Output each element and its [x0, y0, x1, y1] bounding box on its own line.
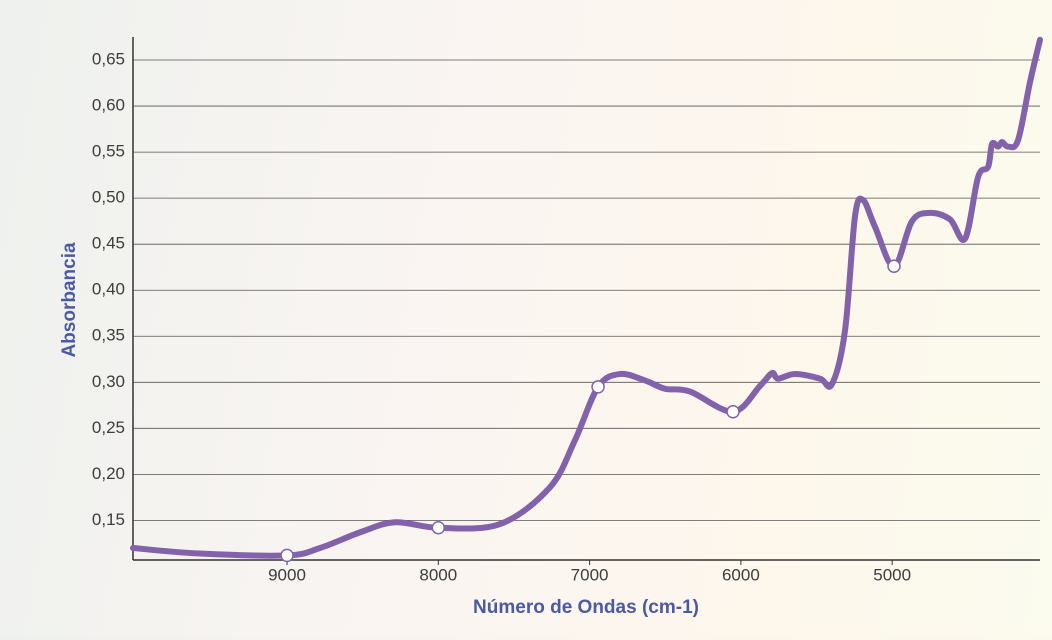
y-tick-label: 0,60: [92, 96, 125, 115]
marker-point: [726, 405, 740, 419]
x-tick-label: 5000: [873, 565, 911, 584]
x-tick-label: 6000: [722, 565, 760, 584]
y-tick-label: 0,30: [92, 372, 125, 391]
y-tick-label: 0,65: [92, 50, 125, 69]
marker-point: [280, 548, 294, 563]
y-tick-label: 0,25: [92, 418, 125, 437]
y-tick-label: 0,45: [92, 234, 125, 253]
x-axis-title: Número de Ondas (cm-1): [473, 597, 699, 618]
y-tick-label: 0,35: [92, 326, 125, 345]
marker-point: [591, 380, 605, 394]
marker-point: [431, 521, 446, 535]
y-axis-title: Absorbancia: [59, 242, 80, 358]
y-tick-label: 0,20: [92, 464, 125, 483]
y-tick-label: 0,40: [92, 280, 125, 299]
y-tick-label: 0,15: [92, 510, 125, 529]
marker-point: [887, 259, 901, 274]
x-tick-label: 7000: [571, 565, 609, 584]
x-tick-label: 9000: [268, 565, 306, 584]
y-tick-label: 0,55: [92, 142, 125, 161]
y-tick-label: 0,50: [92, 188, 125, 207]
x-tick-label: 8000: [419, 565, 457, 584]
spectrum-line: [130, 36, 1043, 559]
